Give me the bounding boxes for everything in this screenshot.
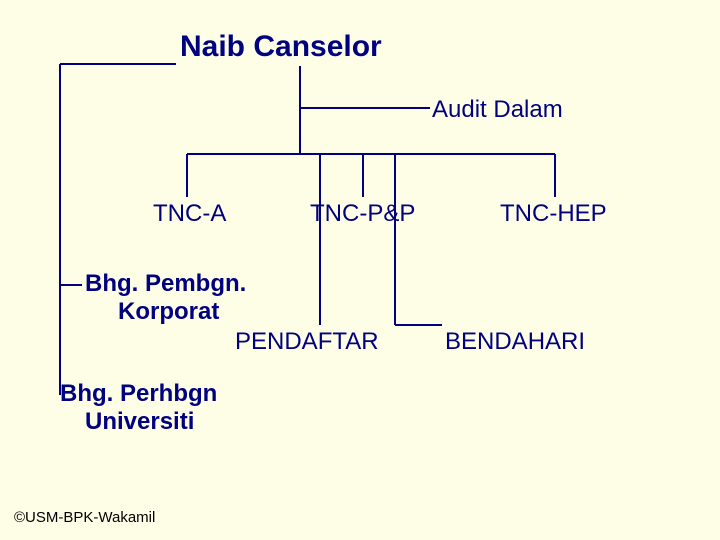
- node-korporat-l1: Bhg. Pembgn.: [85, 270, 246, 298]
- node-bendahari: BENDAHARI: [445, 328, 585, 356]
- node-perhbgn-l1: Bhg. Perhbgn: [60, 380, 217, 408]
- node-tnc-pp: TNC-P&P: [310, 200, 415, 228]
- node-audit: Audit Dalam: [432, 96, 563, 124]
- node-perhbgn-l2: Universiti: [85, 408, 194, 436]
- node-pendaftar: PENDAFTAR: [235, 328, 379, 356]
- node-tnc-a: TNC-A: [153, 200, 226, 228]
- node-tnc-hep: TNC-HEP: [500, 200, 607, 228]
- footer-copyright: ©USM-BPK-Wakamil: [14, 509, 155, 526]
- node-root: Naib Canselor: [180, 30, 382, 64]
- node-korporat-l2: Korporat: [118, 298, 219, 326]
